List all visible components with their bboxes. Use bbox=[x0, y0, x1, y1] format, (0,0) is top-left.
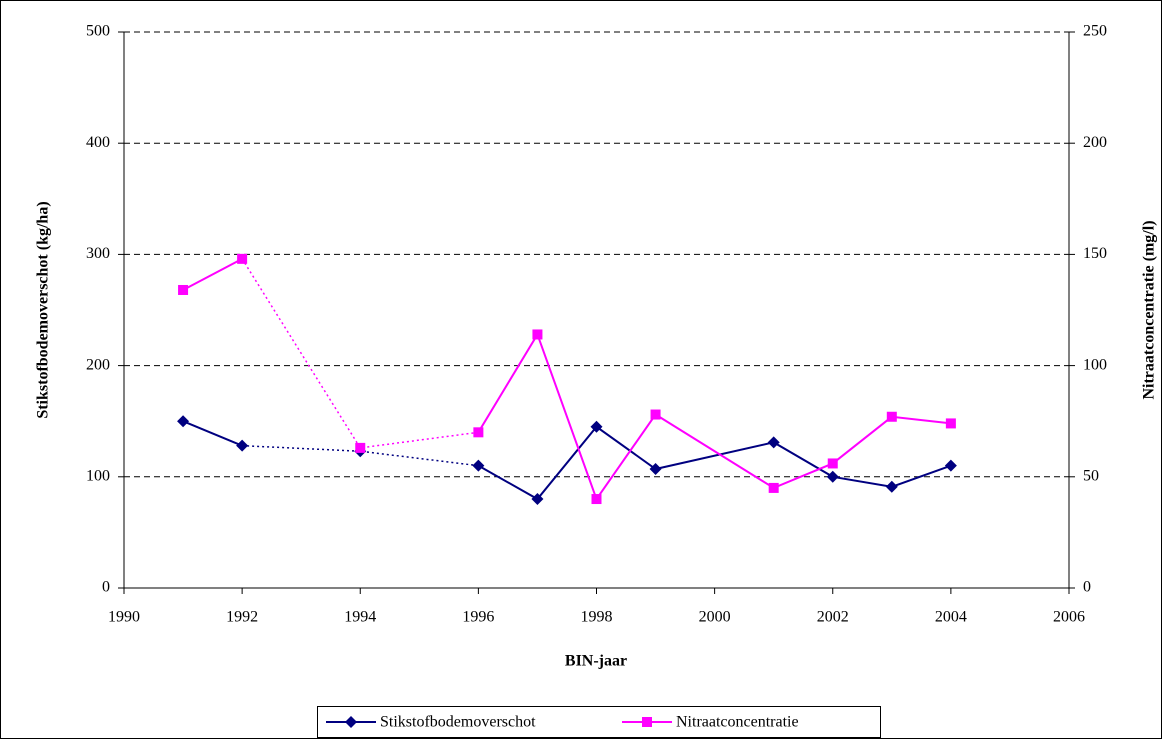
marker bbox=[650, 409, 661, 420]
marker bbox=[178, 284, 189, 295]
x-tick-label: 1990 bbox=[108, 609, 140, 626]
line bbox=[182, 257, 243, 291]
marker bbox=[177, 415, 190, 428]
marker bbox=[355, 442, 366, 453]
x-tick-label: 1992 bbox=[226, 609, 258, 626]
x-tick-label: 2000 bbox=[699, 609, 731, 626]
marker bbox=[944, 459, 957, 472]
x-tick-label: 2006 bbox=[1053, 609, 1085, 626]
x-tick-label: 2002 bbox=[817, 609, 849, 626]
marker bbox=[532, 329, 543, 340]
x-tick-label: 1998 bbox=[581, 609, 613, 626]
marker bbox=[827, 458, 838, 469]
y-tick-label: 500 bbox=[86, 23, 110, 40]
y2-tick-label: 250 bbox=[1083, 23, 1107, 40]
x-tick-label: 1996 bbox=[462, 609, 494, 626]
marker bbox=[649, 463, 662, 476]
marker bbox=[237, 253, 248, 264]
x-axis-title: BIN-jaar bbox=[565, 653, 627, 670]
marker bbox=[236, 439, 249, 452]
y2-axis-title: Nitraatconcentratie (mg/l) bbox=[1141, 220, 1158, 399]
line bbox=[477, 332, 951, 502]
y2-tick-label: 200 bbox=[1083, 134, 1107, 151]
y2-tick-label: 150 bbox=[1083, 245, 1107, 262]
x-tick-label: 2004 bbox=[935, 609, 967, 626]
y2-tick-label: 100 bbox=[1083, 356, 1107, 373]
marker bbox=[945, 418, 956, 429]
line bbox=[182, 420, 243, 447]
legend-marker bbox=[642, 717, 652, 727]
marker bbox=[767, 436, 780, 449]
y-tick-label: 200 bbox=[86, 356, 110, 373]
line bbox=[477, 425, 952, 501]
y-tick-label: 300 bbox=[86, 245, 110, 262]
y2-tick-label: 50 bbox=[1083, 467, 1099, 484]
legend-label: Stikstofbodemoverschot bbox=[380, 714, 536, 731]
marker bbox=[885, 480, 898, 493]
marker bbox=[591, 494, 602, 505]
marker bbox=[886, 411, 897, 422]
y-axis-title: Stikstofbodemoverschot (kg/ha) bbox=[35, 201, 52, 418]
legend-label: Nitraatconcentratie bbox=[676, 714, 799, 731]
y-tick-label: 0 bbox=[102, 579, 110, 596]
marker bbox=[768, 482, 779, 493]
marker bbox=[531, 493, 544, 506]
marker bbox=[826, 470, 839, 483]
y2-tick-label: 0 bbox=[1083, 579, 1091, 596]
y-tick-label: 400 bbox=[86, 134, 110, 151]
legend-marker bbox=[345, 716, 357, 728]
y-tick-label: 100 bbox=[86, 467, 110, 484]
x-tick-label: 1994 bbox=[344, 609, 376, 626]
marker bbox=[473, 427, 484, 438]
marker bbox=[472, 459, 485, 472]
marker bbox=[590, 420, 603, 433]
legend-box bbox=[317, 706, 881, 738]
